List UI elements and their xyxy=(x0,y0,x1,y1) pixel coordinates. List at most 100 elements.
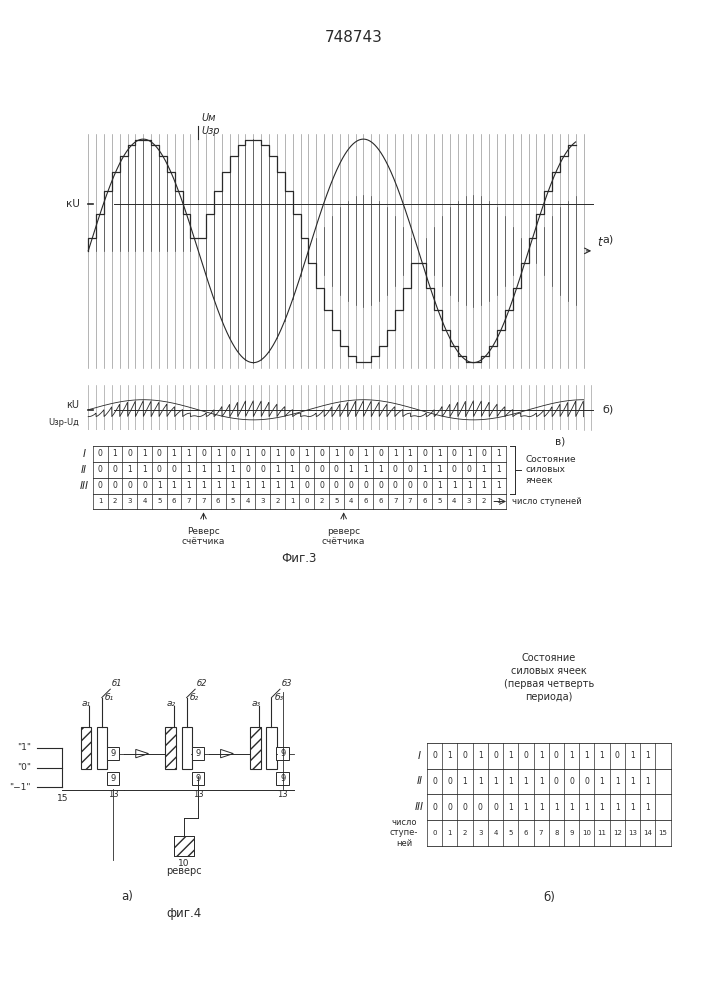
Text: 1: 1 xyxy=(230,481,235,490)
Text: б₁: б₁ xyxy=(105,693,114,702)
Text: б₂: б₂ xyxy=(189,693,199,702)
Text: фиг.4: фиг.4 xyxy=(166,907,201,920)
Text: 1: 1 xyxy=(523,803,528,812)
Text: 0: 0 xyxy=(98,465,103,474)
Text: 15: 15 xyxy=(658,830,667,836)
Text: 6: 6 xyxy=(524,830,528,836)
Text: 3: 3 xyxy=(127,498,132,504)
Text: 9: 9 xyxy=(195,749,201,758)
Text: 12: 12 xyxy=(613,830,621,836)
Text: 1: 1 xyxy=(600,803,604,812)
Text: 0: 0 xyxy=(290,449,294,458)
Text: 1: 1 xyxy=(448,751,452,760)
Text: 1: 1 xyxy=(260,481,265,490)
Text: 1: 1 xyxy=(630,751,635,760)
Text: a₂: a₂ xyxy=(167,699,176,708)
Text: 0: 0 xyxy=(432,830,437,836)
Text: 0: 0 xyxy=(157,465,162,474)
Text: 1: 1 xyxy=(496,465,501,474)
Text: a₁: a₁ xyxy=(82,699,91,708)
Text: 1: 1 xyxy=(467,449,472,458)
Text: 0: 0 xyxy=(98,449,103,458)
Text: 1: 1 xyxy=(481,481,486,490)
Text: 0: 0 xyxy=(393,481,398,490)
Text: 1: 1 xyxy=(437,481,442,490)
Text: II: II xyxy=(81,465,87,475)
Text: 0: 0 xyxy=(112,481,117,490)
Text: 7: 7 xyxy=(187,498,191,504)
Text: 1: 1 xyxy=(216,481,221,490)
Text: а): а) xyxy=(122,890,133,903)
Text: 7: 7 xyxy=(393,498,397,504)
Text: 8: 8 xyxy=(554,830,559,836)
Text: 1: 1 xyxy=(275,465,280,474)
Text: 1: 1 xyxy=(290,465,294,474)
Bar xyxy=(276,772,289,785)
Text: 1: 1 xyxy=(363,449,368,458)
Text: 1: 1 xyxy=(187,481,191,490)
Text: 1: 1 xyxy=(275,449,280,458)
Text: Состояние
силовых ячеек
(первая четверть
периода): Состояние силовых ячеек (первая четверть… xyxy=(503,653,594,702)
Text: б): б) xyxy=(543,891,555,904)
Text: б1: б1 xyxy=(112,679,122,688)
Text: Фиг.3: Фиг.3 xyxy=(281,552,317,565)
Text: 1: 1 xyxy=(569,803,574,812)
Text: t: t xyxy=(597,236,602,249)
Text: 1: 1 xyxy=(230,465,235,474)
Text: 1: 1 xyxy=(142,449,147,458)
Text: 9: 9 xyxy=(569,830,574,836)
Bar xyxy=(276,747,289,760)
Text: 13: 13 xyxy=(107,790,119,799)
Bar xyxy=(250,727,261,769)
Text: б₃: б₃ xyxy=(274,693,284,702)
Text: 3: 3 xyxy=(260,498,264,504)
Text: 1: 1 xyxy=(508,777,513,786)
Text: 0: 0 xyxy=(127,481,132,490)
Text: 0: 0 xyxy=(305,498,309,504)
Text: в): в) xyxy=(555,436,565,446)
Text: 1: 1 xyxy=(600,751,604,760)
Text: 1: 1 xyxy=(508,751,513,760)
Text: III: III xyxy=(79,481,88,491)
Text: 5: 5 xyxy=(157,498,161,504)
Bar xyxy=(165,727,176,769)
Text: 0: 0 xyxy=(378,449,383,458)
Text: 1: 1 xyxy=(481,465,486,474)
Bar xyxy=(192,747,204,760)
Text: 3: 3 xyxy=(478,830,482,836)
Text: 1: 1 xyxy=(127,465,132,474)
Text: Uзр-Uд: Uзр-Uд xyxy=(49,418,79,427)
Text: 1: 1 xyxy=(539,803,544,812)
Text: 1: 1 xyxy=(172,481,176,490)
Text: 0: 0 xyxy=(172,465,177,474)
Text: 1: 1 xyxy=(305,449,309,458)
Text: 0: 0 xyxy=(334,481,339,490)
Text: 0: 0 xyxy=(349,481,354,490)
Text: 1: 1 xyxy=(630,803,635,812)
Text: 0: 0 xyxy=(201,449,206,458)
Text: 7: 7 xyxy=(408,498,412,504)
Text: 1: 1 xyxy=(98,498,103,504)
Text: 3: 3 xyxy=(467,498,472,504)
Text: 0: 0 xyxy=(462,751,467,760)
Text: 1: 1 xyxy=(585,803,589,812)
Text: 1: 1 xyxy=(142,465,147,474)
Text: 0: 0 xyxy=(230,449,235,458)
Text: 0: 0 xyxy=(422,481,427,490)
Text: 1: 1 xyxy=(600,777,604,786)
Text: 5: 5 xyxy=(334,498,339,504)
Text: 1: 1 xyxy=(275,481,280,490)
Text: 0: 0 xyxy=(112,465,117,474)
Text: 9: 9 xyxy=(110,774,116,783)
Text: 7: 7 xyxy=(539,830,544,836)
Text: 1: 1 xyxy=(539,751,544,760)
Text: 1: 1 xyxy=(493,777,498,786)
Text: 11: 11 xyxy=(597,830,607,836)
Text: 0: 0 xyxy=(554,751,559,760)
Text: 1: 1 xyxy=(569,751,574,760)
Text: 1: 1 xyxy=(539,777,544,786)
Text: 1: 1 xyxy=(452,481,457,490)
Text: 2: 2 xyxy=(113,498,117,504)
Text: 14: 14 xyxy=(643,830,652,836)
Text: 0: 0 xyxy=(245,465,250,474)
